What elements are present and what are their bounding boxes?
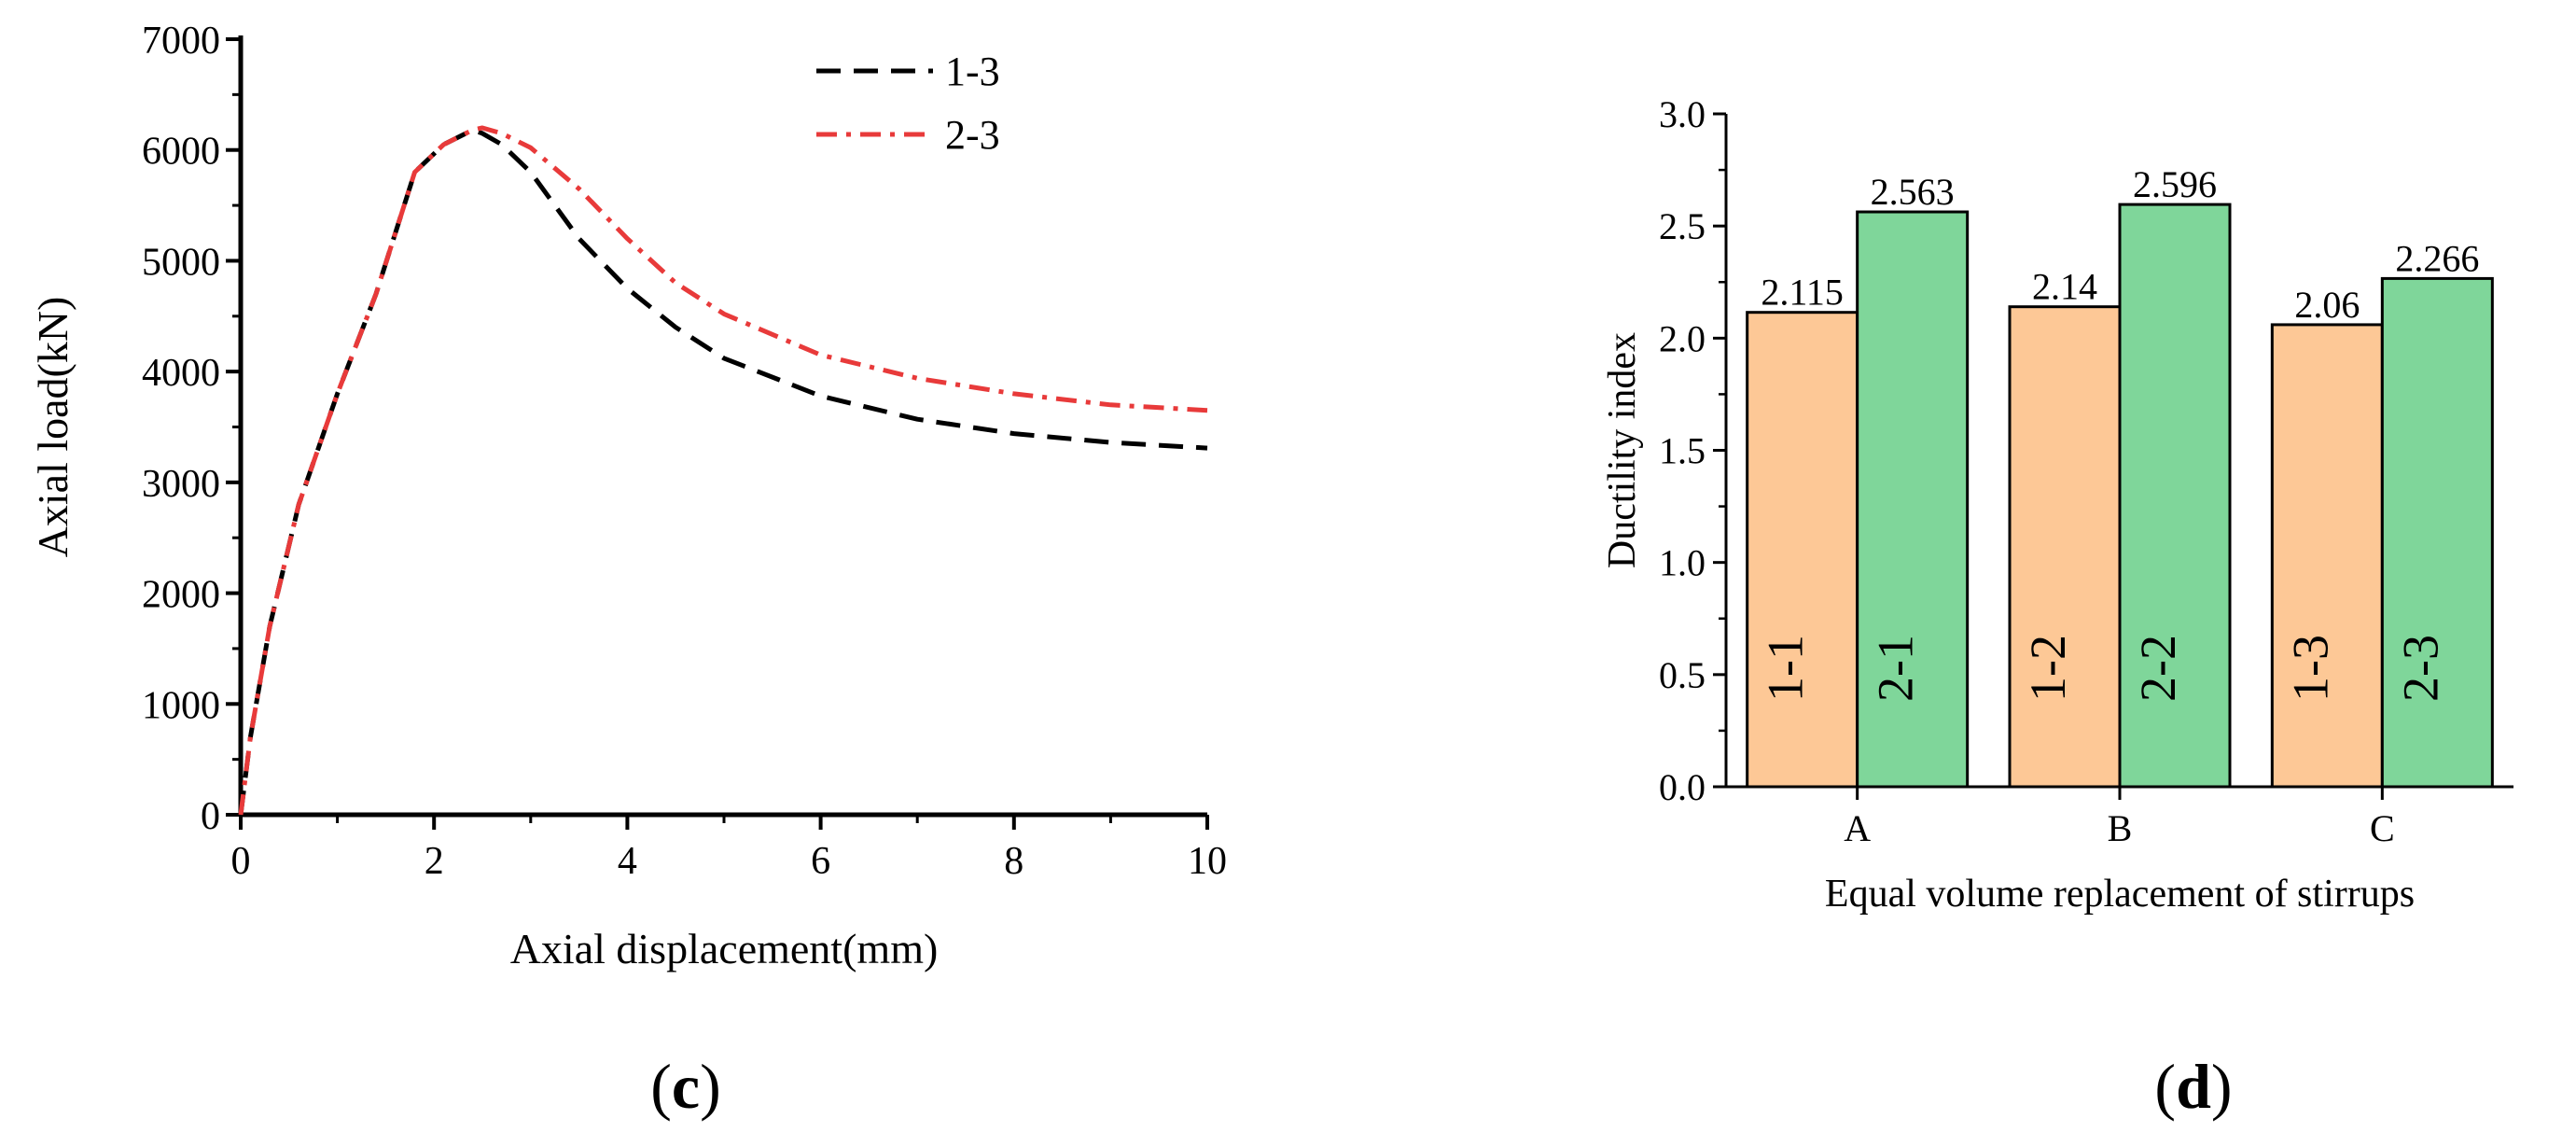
x-tick-label: B [2108, 807, 2133, 849]
x-tick-label: 6 [811, 840, 830, 883]
x-tick-label: 10 [1188, 840, 1227, 883]
bar-inner-label: 2-3 [2392, 635, 2448, 702]
y-tick-label: 2.5 [1659, 205, 1706, 247]
y-tick-label: 4000 [142, 352, 220, 395]
bar-inner-label: 1-1 [1758, 635, 1814, 702]
y-tick-label: 0.0 [1659, 766, 1706, 808]
bar-inner-label: 1-3 [2282, 635, 2338, 702]
y-tick-label: 1000 [142, 684, 220, 727]
bar-A-2 [1856, 210, 1970, 789]
y-tick-label: 2.0 [1659, 317, 1706, 359]
y-tick-label: 2000 [142, 574, 220, 617]
data-label: 2.14 [2032, 266, 2097, 308]
y-tick-label: 0.5 [1659, 654, 1706, 696]
data-label: 2.596 [2133, 163, 2217, 205]
x-tick-label: 4 [618, 840, 637, 883]
bar-inner-label: 2-1 [1868, 635, 1924, 702]
data-label: 2.563 [1871, 171, 1955, 213]
line-chart-c: 0 1000 2000 3000 4000 5000 6000 7000 0 2 4 6 8 10 Axia… [29, 20, 1227, 972]
y-tick-label: 3000 [142, 463, 220, 506]
y-axis-label: Axial load(kN) [29, 297, 77, 558]
bar-B-2 [2118, 203, 2232, 789]
bar-inner-label: 1-2 [2020, 635, 2076, 702]
panel-label-c: (c) [650, 1051, 721, 1122]
bar-C-1 [2270, 323, 2384, 789]
data-label: 2.115 [1761, 272, 1844, 314]
x-tick-label: 0 [231, 840, 251, 883]
x-tick-label: 2 [425, 840, 444, 883]
x-tick-label: A [1844, 807, 1871, 849]
y-axis-label: Ductility index [1601, 332, 1644, 568]
legend-label-1-3: 1-3 [945, 49, 1000, 94]
y-tick-label: 6000 [142, 131, 220, 174]
panel-label-d: (d) [2154, 1051, 2232, 1122]
x-axis-label: Equal volume replacement of stirrups [1825, 873, 2415, 916]
x-tick-label: C [2370, 807, 2395, 849]
bar-C-2 [2380, 276, 2494, 789]
series-line-2-3 [238, 125, 1208, 816]
bar-inner-label: 2-2 [2130, 635, 2186, 702]
bar-chart-d: 2.115 1-1 2.563 2-1 A 2.14 1-2 2.596 2-2 B 2.06 1-3… [1601, 93, 2513, 916]
y-tick-label: 3.0 [1659, 93, 1706, 135]
y-tick-label: 7000 [142, 20, 220, 63]
data-label: 2.06 [2294, 284, 2360, 326]
series-line-1-3 [238, 127, 1208, 816]
y-tick-label: 1.5 [1659, 430, 1706, 472]
bar-A-1 [1746, 311, 1859, 789]
data-label: 2.266 [2395, 237, 2479, 279]
x-axis-label: Axial displacement(mm) [510, 925, 939, 972]
y-tick-label: 5000 [142, 241, 220, 284]
y-tick-label: 0 [201, 795, 220, 838]
bar-B-1 [2008, 305, 2122, 789]
x-tick-label: 8 [1004, 840, 1023, 883]
legend-label-2-3: 2-3 [945, 112, 1000, 158]
y-tick-label: 1.0 [1659, 542, 1706, 584]
